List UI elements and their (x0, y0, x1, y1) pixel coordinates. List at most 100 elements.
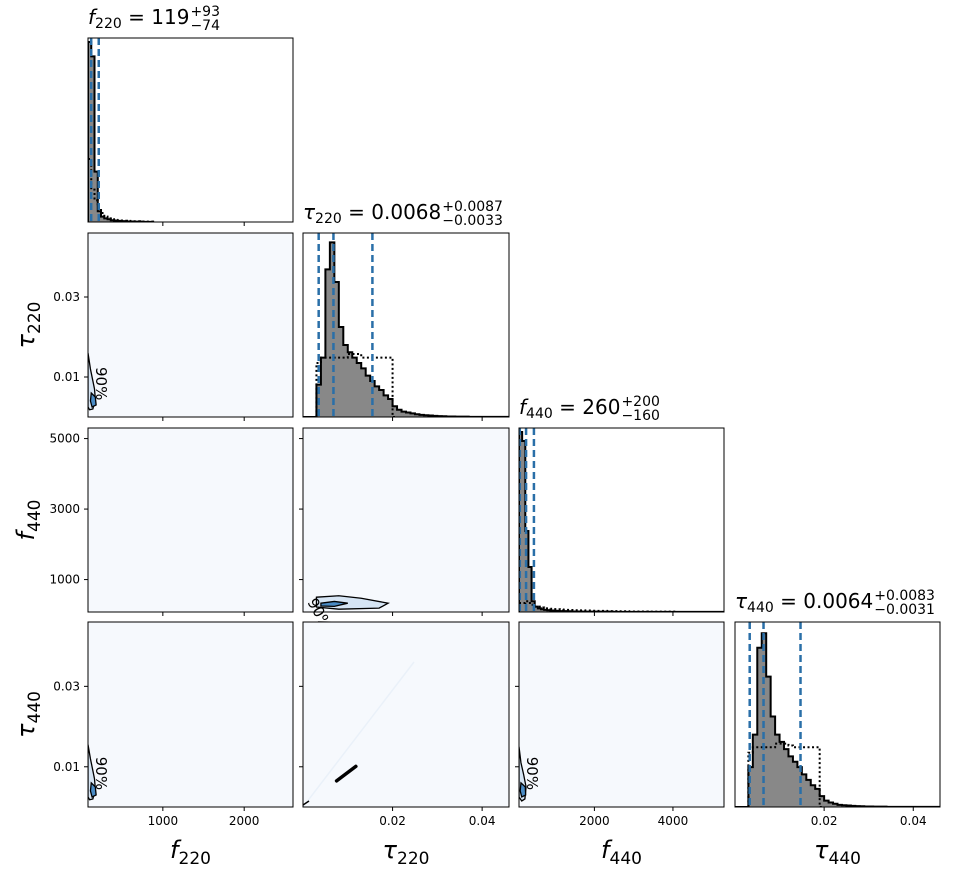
contour-degenerate-tau440_tau220 (334, 764, 358, 783)
title-lower-error: −74 (190, 18, 220, 34)
title-tau440: τ440 = 0.0064 (735, 589, 873, 616)
title-upper-error: +93 (190, 4, 220, 20)
title-symbol: τ (735, 589, 748, 613)
prior-histogram-tau440 (735, 742, 825, 807)
title-value: 260 (582, 395, 620, 419)
y-tick-label-tau220-0: 0.01 (53, 370, 80, 384)
axis-subscript: 220 (179, 849, 211, 869)
x-axis-label-f220: f220 (170, 836, 211, 869)
panel-content (88, 428, 293, 612)
axes-frame (518, 427, 725, 613)
axis-subscript: 220 (397, 849, 429, 869)
axis-symbol: τ (12, 723, 40, 738)
y-axis-label-tau440: τ440 (12, 691, 45, 738)
x-tick-label-tau220-1: 0.04 (469, 814, 496, 828)
axes-frame (518, 621, 725, 808)
panel-content (303, 233, 509, 417)
panel-f440-f220: 1000 3000 5000 (49, 427, 294, 616)
title-subscript: 440 (747, 600, 774, 616)
panel-f440-f440: f440 = 260 +200−160 (518, 394, 725, 616)
axes-frame (87, 621, 294, 808)
y-tick-label-tau440-0: 0.01 (53, 760, 80, 774)
title-upper-error: +0.0083 (874, 588, 935, 604)
contour-level-label: 90% (523, 757, 541, 790)
axes-frame (87, 232, 294, 418)
panel-content (735, 622, 940, 807)
panel-tau440-tau440: τ440 = 0.0064 +0.0083−0.0031 0.02 0.04 (734, 588, 941, 828)
axis-symbol: τ (814, 836, 829, 864)
contour-inner-f440_tau220 (320, 600, 348, 608)
title-subscript: 220 (95, 16, 122, 32)
density-background (88, 233, 293, 417)
x-tick-label-f220-1: 2000 (229, 814, 260, 828)
axis-subscript: 440 (610, 849, 642, 869)
x-axis-label-tau220: τ220 (383, 836, 430, 869)
axis-subscript: 440 (829, 849, 861, 869)
panel-content (303, 428, 509, 612)
density-background (303, 622, 509, 807)
posterior-fill-tau220 (303, 242, 509, 417)
panel-content (303, 622, 509, 807)
title-subscript: 440 (526, 406, 553, 422)
x-tick-label-f440-1: 4000 (658, 814, 689, 828)
axes-frame (302, 621, 510, 808)
contour-level-label: 90% (92, 367, 110, 400)
title-f220: f220 = 119 (88, 5, 189, 32)
title-value: 0.0064 (803, 589, 873, 613)
x-tick-label-tau440-1: 0.04 (900, 814, 927, 828)
y-axis-label-tau220: τ220 (12, 302, 45, 349)
posterior-histogram-f440 (519, 431, 724, 612)
contour-level-label: 90% (92, 757, 110, 790)
posterior-fill-f440 (519, 432, 724, 612)
title-value: 0.0068 (371, 200, 441, 224)
axis-symbol: τ (383, 836, 398, 864)
axes-frame (87, 427, 294, 613)
panel-content (519, 622, 724, 807)
panel-f220-f220: f220 = 119 +93−74 (87, 4, 294, 226)
title-symbol: f (88, 5, 98, 29)
axis-symbol: τ (12, 333, 40, 348)
contour-inner-tau220_f220 (89, 391, 97, 408)
panel-tau440-tau220: 0.02 0.04 (299, 621, 510, 828)
axes-frame (302, 427, 510, 613)
density-background (303, 428, 509, 612)
panel-tau440-f220: 90% 1000 2000 0.01 0.03 (53, 621, 294, 828)
title-subscript: 220 (315, 211, 342, 227)
x-tick-label-f220-0: 1000 (148, 814, 179, 828)
posterior-fill-tau440 (735, 633, 940, 807)
title-equals: = (553, 395, 582, 419)
title-lower-error: −0.0033 (442, 213, 503, 229)
axes-frame (302, 232, 510, 418)
x-axis-label-tau440: τ440 (814, 836, 861, 869)
axis-subscript: 440 (25, 691, 45, 723)
title-equals: = (122, 5, 151, 29)
panel-tau440-f440: 90% 2000 4000 (515, 621, 725, 828)
panel-f440-tau220: 90% (299, 427, 510, 633)
y-tick-label-f440-2: 5000 (49, 432, 80, 446)
axis-subscript: 440 (25, 500, 45, 532)
panel-content (88, 38, 155, 222)
title-f440: f440 = 260 (519, 395, 620, 422)
panel-tau220-tau220: τ220 = 0.0068 +0.0087−0.0033 (302, 199, 510, 421)
y-tick-label-tau220-1: 0.03 (53, 290, 80, 304)
title-tau220: τ220 = 0.0068 (303, 200, 441, 227)
x-tick-label-f440-0: 2000 (579, 814, 610, 828)
density-ridge (303, 661, 415, 807)
y-tick-label-tau440-1: 0.03 (53, 679, 80, 693)
y-tick-label-f440-0: 1000 (49, 573, 80, 587)
panel-content (519, 428, 724, 612)
panel-content (88, 622, 293, 807)
contour-inner-tau440_f220 (89, 781, 97, 798)
x-tick-label-tau220-0: 0.02 (379, 814, 406, 828)
density-background (88, 428, 293, 612)
panel-content (88, 233, 293, 417)
contour-edge-mark (303, 800, 310, 806)
title-symbol: τ (303, 200, 316, 224)
title-lower-error: −160 (621, 408, 659, 424)
title-equals: = (342, 200, 371, 224)
title-equals: = (774, 589, 803, 613)
density-background (88, 622, 293, 807)
axes-frame (734, 621, 941, 808)
density-background (519, 622, 724, 807)
